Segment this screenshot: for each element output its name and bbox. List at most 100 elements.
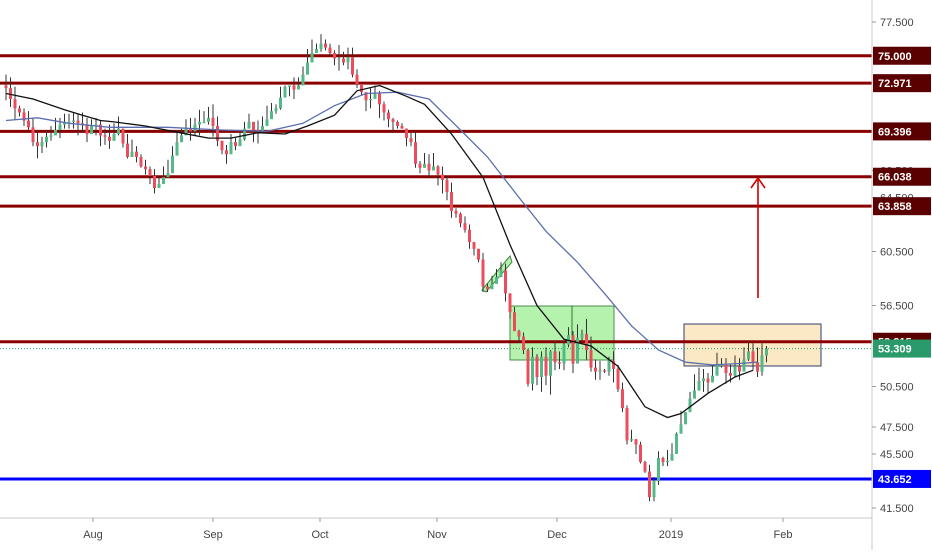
last-price-label-bg [873, 339, 931, 358]
candle-down [445, 179, 449, 193]
candle-down [148, 169, 152, 176]
candle-down [639, 444, 642, 463]
candle-down [589, 350, 593, 368]
candle-down [472, 242, 476, 249]
x-tick-label: Feb [774, 529, 793, 541]
candle-down [558, 362, 561, 364]
candle-down [211, 117, 215, 126]
level-label: 63.858 [878, 201, 912, 213]
candle-up [283, 86, 287, 98]
candle-down [139, 157, 143, 167]
candle-down [648, 471, 651, 498]
candle-up [198, 121, 201, 125]
candle-up [711, 375, 714, 383]
candle-down [121, 128, 125, 144]
candle-down [409, 138, 413, 143]
candle-down [126, 143, 129, 157]
candle-up [238, 139, 242, 147]
candle-down [625, 408, 629, 441]
candle-up [247, 121, 251, 129]
candle-down [504, 270, 507, 294]
candle-down [36, 142, 39, 147]
candle-up [742, 359, 746, 372]
candle-up [540, 356, 543, 378]
candle-down [612, 360, 615, 369]
candle-down [328, 47, 332, 54]
x-tick-label: 2019 [659, 529, 683, 541]
candle-down [22, 112, 26, 121]
candle-up [270, 111, 273, 120]
candle-down [382, 104, 386, 113]
candle-down [553, 351, 557, 363]
x-tick-label: Aug [83, 529, 103, 541]
candle-up [130, 151, 134, 157]
candle-down [513, 312, 516, 332]
candle-up [171, 155, 174, 174]
candle-down [76, 120, 80, 124]
candle-up [630, 439, 633, 441]
last-price-label: 53.309 [878, 344, 912, 356]
candle-down [751, 351, 755, 363]
candle-down [450, 192, 453, 211]
level-label-bg [873, 46, 931, 65]
candle-up [297, 85, 300, 90]
candles [4, 34, 768, 502]
candle-up [58, 124, 62, 130]
candle-up [45, 136, 48, 143]
candle-down [468, 229, 471, 243]
candle-down [351, 57, 354, 75]
candle-down [724, 364, 728, 373]
candle-up [157, 184, 161, 189]
x-tick-label: Dec [547, 529, 567, 541]
candle-up [562, 344, 566, 364]
level-label-bg [873, 197, 931, 216]
candle-down [220, 140, 224, 151]
candle-up [175, 142, 179, 156]
candle-up [63, 121, 66, 125]
x-tick-label: Nov [427, 529, 447, 541]
candle-down [292, 85, 296, 90]
candle-down [153, 175, 156, 189]
candle-down [27, 120, 30, 128]
moving-average-slow [5, 91, 758, 366]
candle-up [670, 454, 674, 461]
candle-down [9, 88, 12, 99]
candle-down [387, 112, 390, 120]
candle-down [103, 135, 107, 137]
x-tick-label: Oct [311, 529, 328, 541]
candle-down [517, 331, 521, 337]
candle-up [315, 49, 318, 54]
candle-down [189, 128, 192, 132]
candle-down [18, 108, 21, 113]
candle-up [693, 390, 696, 399]
candle-up [747, 351, 750, 360]
candle-up [180, 135, 183, 143]
candle-up [607, 360, 611, 372]
candle-up [54, 130, 57, 136]
candle-up [90, 125, 93, 135]
candle-down [99, 124, 102, 136]
candle-up [184, 128, 188, 136]
price-labels: 75.00072.97169.39666.03863.85853.81543.6… [873, 46, 931, 488]
candle-up [733, 366, 737, 376]
candle-down [706, 378, 710, 383]
candle-down [252, 121, 255, 130]
level-label: 69.396 [878, 126, 912, 138]
candle-up [337, 58, 341, 60]
candle-down [535, 356, 539, 378]
level-label: 66.038 [878, 172, 912, 184]
candle-down [342, 58, 345, 63]
candle-up [580, 333, 584, 338]
candle-down [81, 123, 84, 125]
y-tick-label: 47.500 [880, 422, 914, 434]
candle-down [594, 367, 597, 372]
candle-down [364, 92, 368, 101]
candle-down [756, 362, 759, 372]
candle-down [634, 439, 638, 445]
candle-down [481, 259, 485, 287]
level-label-bg [873, 469, 931, 488]
candle-up [261, 125, 264, 132]
candle-up [288, 85, 291, 87]
candle-down [144, 166, 147, 170]
